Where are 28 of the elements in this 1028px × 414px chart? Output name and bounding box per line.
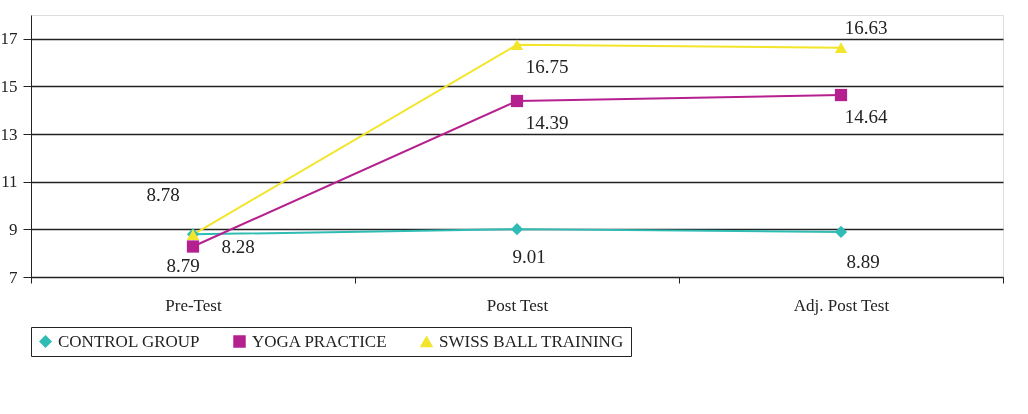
y-tick-label: 17 — [0, 29, 18, 49]
legend-label: SWISS BALL TRAINING — [439, 331, 624, 351]
point — [834, 42, 848, 53]
y-tick-label: 15 — [0, 76, 18, 96]
point — [186, 240, 200, 253]
data-label: 9.01 — [512, 246, 546, 268]
y-tick-label: 13 — [0, 124, 18, 144]
y-tick-label: 11 — [1, 172, 18, 192]
point — [510, 94, 524, 108]
point — [510, 223, 524, 236]
legend-label: CONTROL GROUP — [58, 331, 200, 351]
x-tick-label: Adj. Post Test — [793, 295, 890, 315]
data-label: 16.63 — [844, 16, 888, 38]
data-label: 8.28 — [221, 235, 255, 257]
data-label: 14.39 — [525, 111, 569, 133]
point — [834, 225, 848, 239]
data-label: 8.78 — [146, 183, 180, 205]
legend-label: YOGA PRACTICE — [252, 331, 387, 351]
data-label: 14.64 — [844, 106, 888, 128]
data-label: 8.89 — [846, 250, 880, 272]
x-tick-label: Post Test — [486, 295, 549, 315]
x-tick-label: Pre-Test — [165, 295, 222, 315]
data-label: 8.79 — [166, 255, 200, 277]
y-tick-label: 9 — [9, 219, 18, 239]
point — [510, 39, 524, 51]
point — [834, 88, 848, 102]
data-label: 16.75 — [525, 55, 569, 77]
y-tick-label: 7 — [9, 267, 18, 287]
